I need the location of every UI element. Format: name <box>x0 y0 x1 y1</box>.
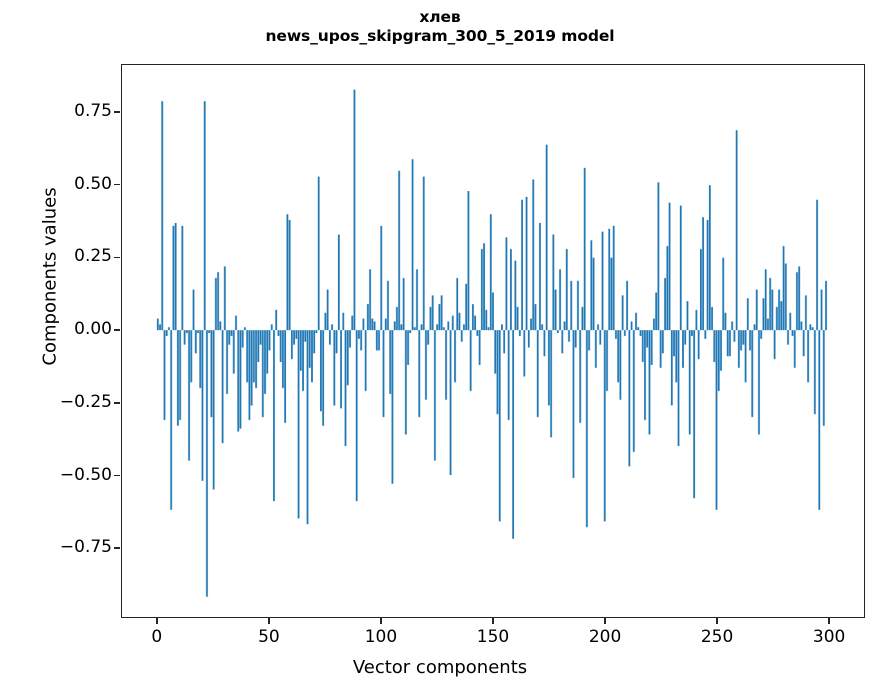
y-tick-label: 0.00 <box>74 319 112 340</box>
chart-title-block: хлев news_upos_skipgram_300_5_2019 model <box>0 8 880 46</box>
y-tick-mark <box>114 183 120 186</box>
x-tick-mark <box>268 618 270 624</box>
y-tick-label: 0.50 <box>74 173 112 194</box>
x-tick-label: 200 <box>588 627 622 647</box>
y-tick-mark <box>114 329 120 331</box>
x-tick-label: 250 <box>700 627 734 647</box>
plot-axes-area <box>121 64 865 618</box>
x-axis-label: Vector components <box>352 657 528 678</box>
x-tick-mark <box>492 618 494 624</box>
y-tick-mark <box>114 401 120 404</box>
x-tick-mark <box>156 618 158 624</box>
x-tick-mark <box>828 618 830 624</box>
y-tick-mark <box>114 547 120 549</box>
y-axis-label: Components values <box>39 187 61 366</box>
y-tick-mark <box>114 111 120 113</box>
y-tick-mark <box>114 474 120 477</box>
chart-title-primary: хлев <box>419 8 461 26</box>
x-tick-label: 150 <box>476 627 510 647</box>
y-tick-mark <box>114 256 120 259</box>
x-tick-label: 0 <box>151 627 163 647</box>
x-tick-label: 100 <box>364 627 398 647</box>
x-tick-mark <box>716 618 718 624</box>
y-tick-label: −0.50 <box>59 464 112 485</box>
x-tick-mark <box>380 618 382 624</box>
chart-title-subtitle: news_upos_skipgram_300_5_2019 model <box>265 26 615 45</box>
bar-series-canvas <box>122 65 864 617</box>
y-tick-label: 0.75 <box>74 100 112 121</box>
y-tick-label: −0.25 <box>59 391 112 412</box>
x-tick-mark <box>604 618 606 624</box>
x-tick-label: 50 <box>258 627 280 647</box>
y-tick-label: 0.25 <box>74 246 112 267</box>
y-tick-label: −0.75 <box>59 537 112 558</box>
x-tick-label: 300 <box>812 627 846 647</box>
